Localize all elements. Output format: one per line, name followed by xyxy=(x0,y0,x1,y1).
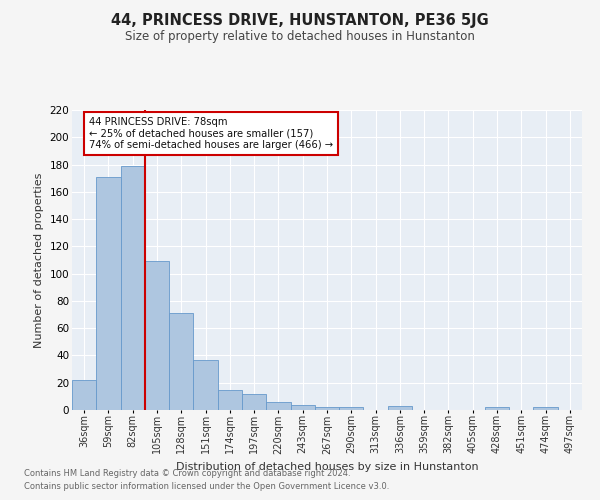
Text: 44, PRINCESS DRIVE, HUNSTANTON, PE36 5JG: 44, PRINCESS DRIVE, HUNSTANTON, PE36 5JG xyxy=(111,12,489,28)
Bar xyxy=(96,177,121,410)
Bar xyxy=(339,408,364,410)
Text: 44 PRINCESS DRIVE: 78sqm
← 25% of detached houses are smaller (157)
74% of semi-: 44 PRINCESS DRIVE: 78sqm ← 25% of detach… xyxy=(89,117,332,150)
Text: Contains HM Land Registry data © Crown copyright and database right 2024.: Contains HM Land Registry data © Crown c… xyxy=(24,468,350,477)
X-axis label: Distribution of detached houses by size in Hunstanton: Distribution of detached houses by size … xyxy=(176,462,478,472)
Bar xyxy=(315,408,339,410)
Bar xyxy=(193,360,218,410)
Bar xyxy=(485,408,509,410)
Bar xyxy=(145,262,169,410)
Bar xyxy=(72,380,96,410)
Bar xyxy=(266,402,290,410)
Bar xyxy=(218,390,242,410)
Bar xyxy=(242,394,266,410)
Bar xyxy=(169,313,193,410)
Y-axis label: Number of detached properties: Number of detached properties xyxy=(34,172,44,348)
Bar xyxy=(533,408,558,410)
Bar xyxy=(121,166,145,410)
Bar xyxy=(290,404,315,410)
Bar xyxy=(388,406,412,410)
Text: Contains public sector information licensed under the Open Government Licence v3: Contains public sector information licen… xyxy=(24,482,389,491)
Text: Size of property relative to detached houses in Hunstanton: Size of property relative to detached ho… xyxy=(125,30,475,43)
